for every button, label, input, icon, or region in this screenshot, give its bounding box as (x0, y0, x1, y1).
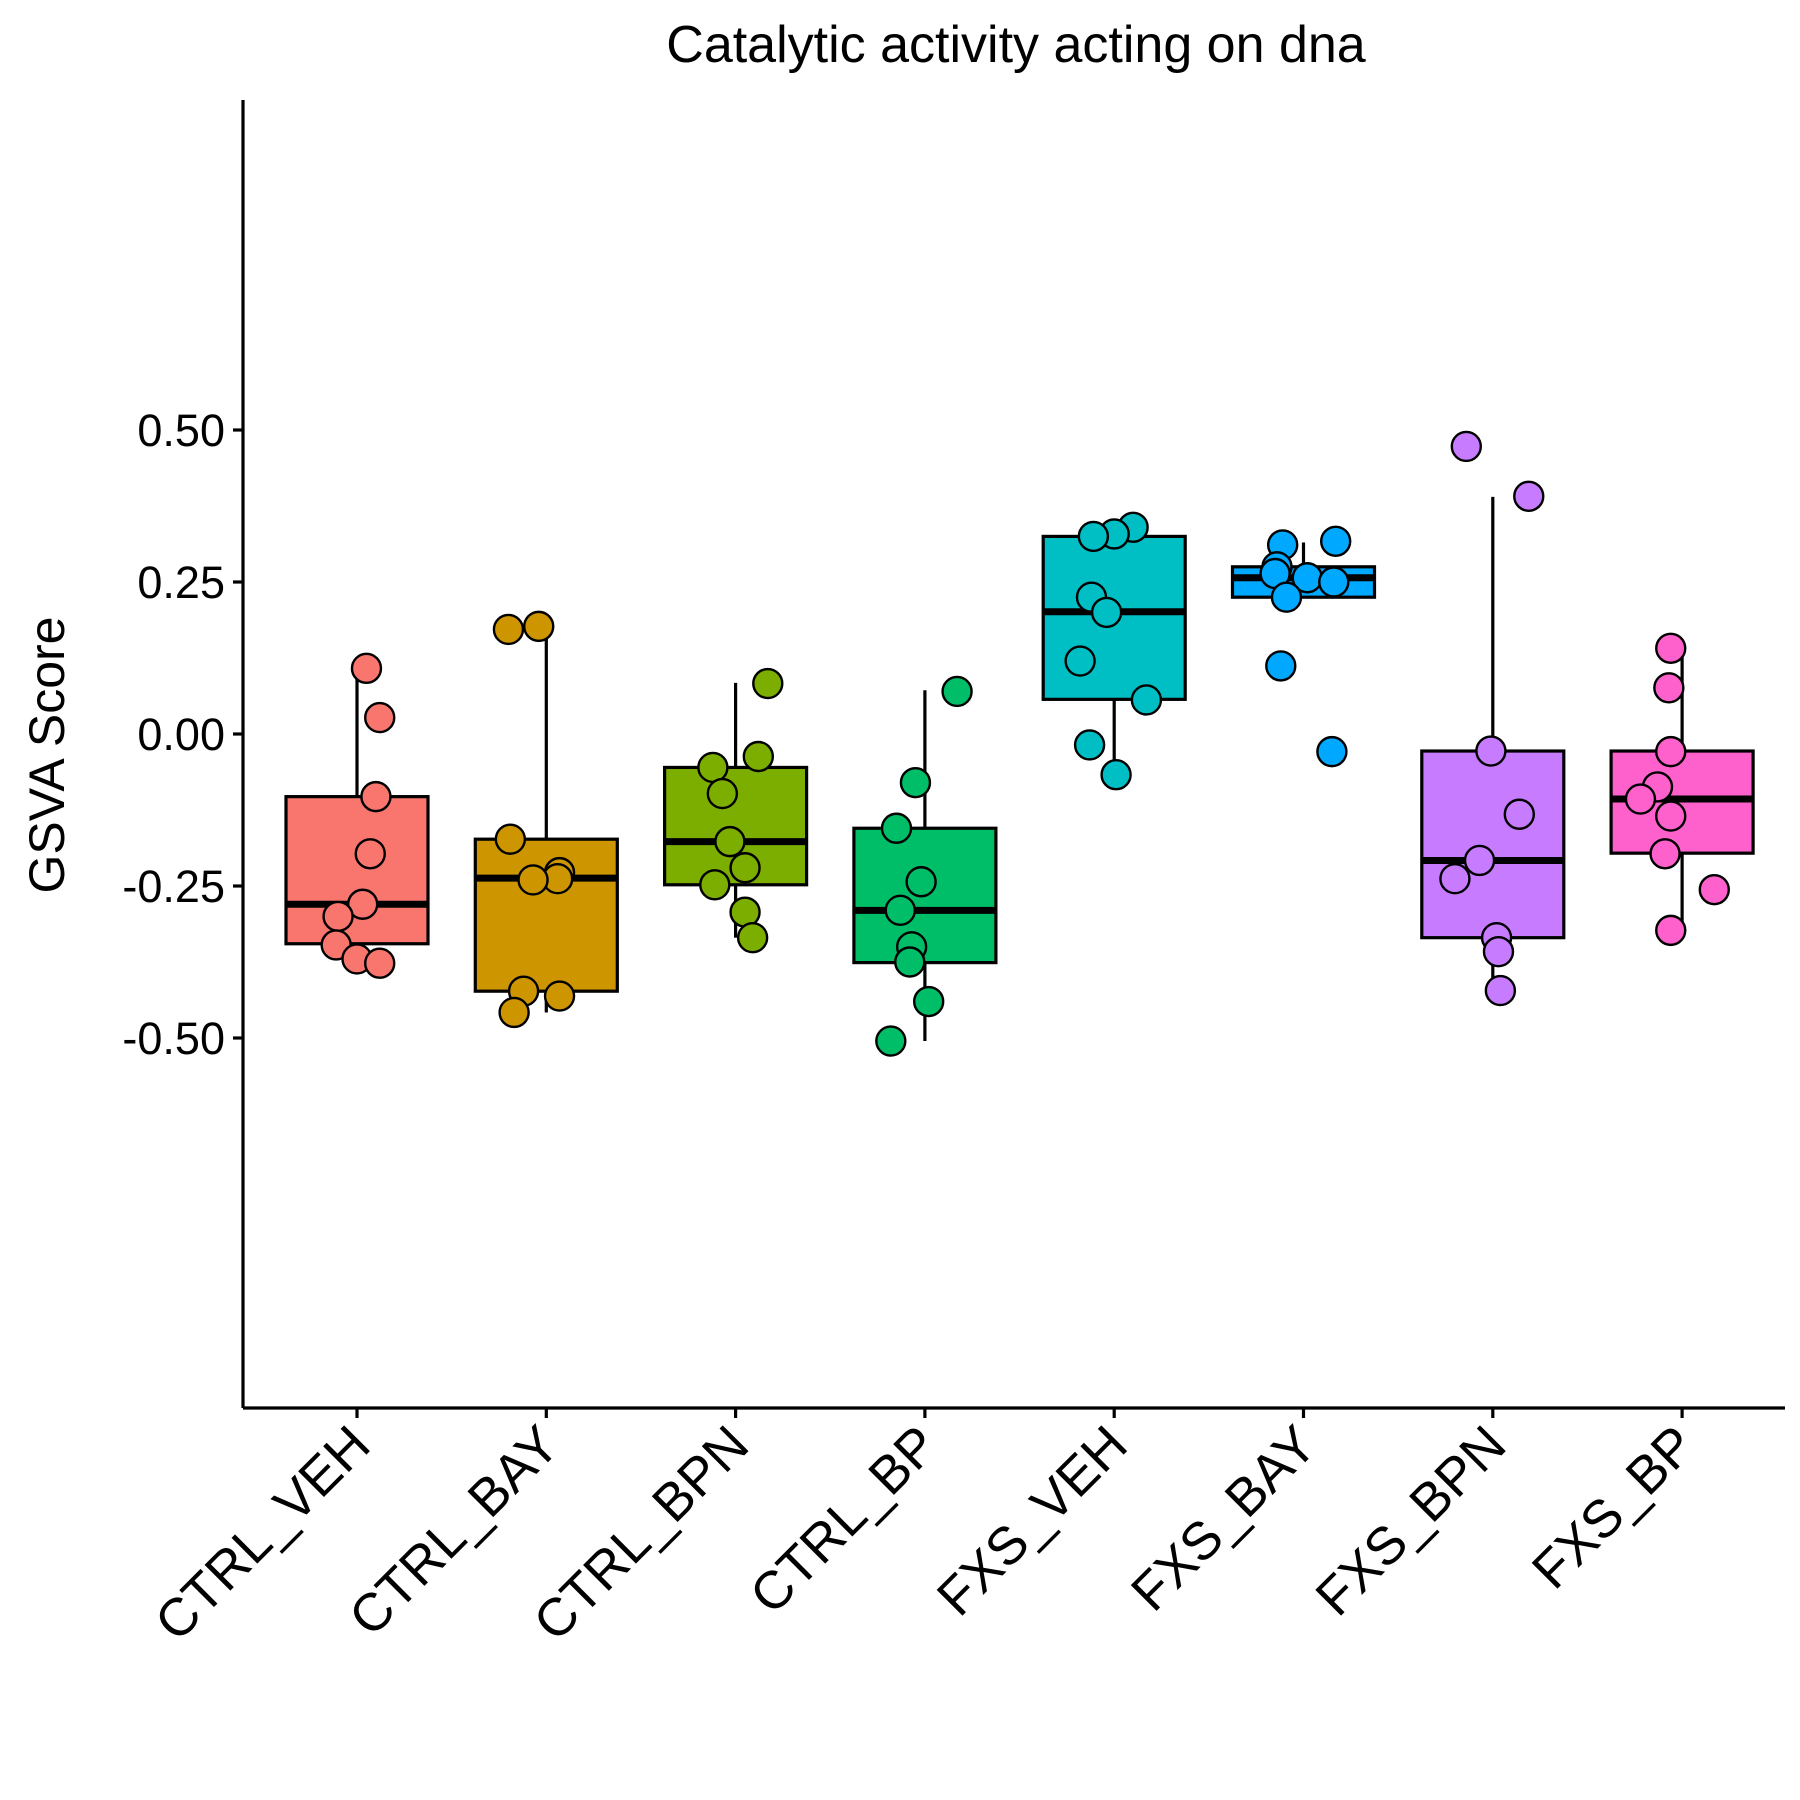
box-group-fxs-bay (1230, 525, 1377, 768)
box-group-fxs-bp (1609, 632, 1755, 947)
data-point (1319, 525, 1352, 557)
box-group-fxs-veh (1041, 511, 1187, 791)
y-tick-label: 0.50 (137, 405, 225, 456)
data-point (1655, 632, 1687, 664)
data-point (706, 777, 739, 810)
data-point (697, 751, 729, 784)
data-point (1698, 873, 1730, 906)
data-point (894, 946, 926, 978)
data-point (884, 894, 916, 927)
box-group-ctrl-bay (473, 610, 619, 1029)
data-point (360, 780, 392, 813)
y-tick-label: -0.25 (122, 861, 225, 912)
plot-area (284, 430, 1755, 1057)
x-tick-label: FXS_BPN (1305, 1415, 1518, 1628)
y-tick-label: 0.00 (137, 709, 225, 760)
data-point (1482, 935, 1515, 968)
data-point (1655, 735, 1687, 768)
data-point (941, 675, 973, 708)
data-point (1484, 974, 1517, 1007)
box (284, 795, 430, 946)
data-point (1624, 783, 1657, 815)
data-point (1653, 672, 1685, 704)
x-tick-label: FXS_BP (1521, 1415, 1706, 1600)
box (1420, 749, 1566, 940)
data-point (1655, 800, 1687, 832)
data-point (714, 825, 746, 858)
x-tick-label: FXS_VEH (926, 1415, 1139, 1628)
data-point (350, 652, 383, 685)
data-point (1318, 566, 1350, 598)
data-point (1073, 729, 1106, 761)
box-group-ctrl-bpn (662, 667, 809, 954)
data-point (1655, 914, 1687, 947)
data-point (899, 766, 932, 799)
data-point (880, 812, 913, 844)
data-point (729, 852, 761, 884)
data-point (1316, 735, 1348, 768)
data-point (346, 888, 379, 920)
data-point (364, 947, 396, 979)
data-point (905, 866, 937, 898)
y-axis: 0.50 0.25 0.00 -0.25 -0.50 (122, 100, 245, 1408)
box-group-ctrl-bp (852, 675, 998, 1057)
data-point (1450, 430, 1482, 463)
data-point (1077, 520, 1110, 553)
data-point (364, 701, 396, 734)
data-point (543, 980, 576, 1012)
data-point (492, 613, 525, 646)
data-point (1463, 844, 1496, 877)
data-point (523, 610, 555, 643)
data-point (912, 985, 945, 1018)
x-axis: CTRL_VEHCTRL_BAYCTRL_BPNCTRL_BPFXS_VEHFX… (144, 1406, 1785, 1652)
data-point (1100, 759, 1132, 791)
data-point (699, 869, 731, 901)
data-point (1439, 863, 1471, 895)
data-point (1270, 581, 1303, 613)
box-group-fxs-bpn (1420, 430, 1566, 1007)
data-point (1265, 650, 1297, 682)
data-point (494, 823, 527, 855)
box-group-ctrl-veh (284, 652, 430, 979)
data-point (322, 900, 354, 933)
data-point (1475, 735, 1507, 767)
x-tick-label: CTRL_BP (739, 1415, 949, 1625)
data-point (1649, 838, 1681, 870)
data-point (736, 921, 769, 954)
x-tick-label: CTRL_VEH (144, 1415, 381, 1652)
data-point (742, 740, 775, 773)
y-tick-label: -0.50 (122, 1013, 225, 1064)
chart-title: Catalytic activity acting on dna (666, 16, 1366, 74)
data-point (1090, 596, 1123, 629)
x-tick-label: FXS_BAY (1120, 1415, 1328, 1623)
data-point (1503, 798, 1536, 830)
box (473, 837, 619, 993)
data-point (498, 996, 530, 1029)
y-axis-label: GSVA Score (19, 617, 75, 894)
data-point (1513, 480, 1545, 512)
data-point (1130, 684, 1163, 716)
data-point (354, 838, 386, 870)
data-point (1064, 645, 1096, 677)
data-point (752, 667, 784, 700)
data-point (875, 1025, 907, 1057)
y-tick-label: 0.25 (137, 557, 225, 608)
data-point (517, 864, 549, 896)
